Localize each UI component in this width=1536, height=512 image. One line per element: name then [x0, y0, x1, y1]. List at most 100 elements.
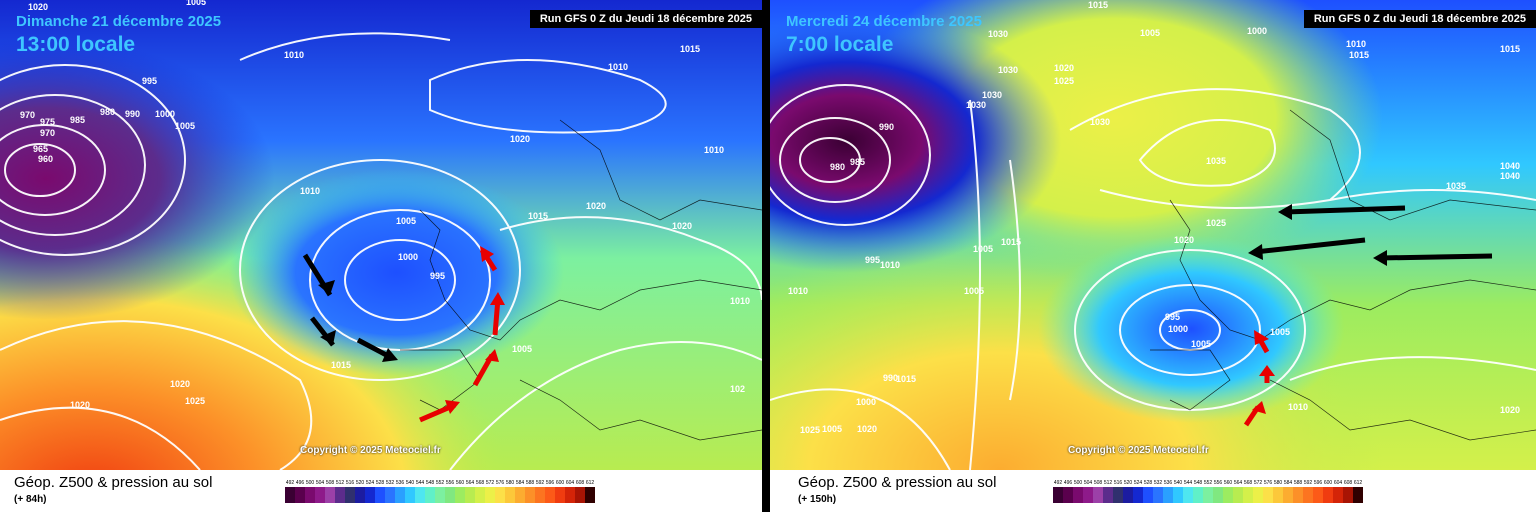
right-isobar-label: 1025: [1054, 76, 1074, 86]
right-scale-swatch: [1323, 487, 1333, 503]
right-isobar-label: 985: [850, 157, 865, 167]
right-legend-sub: (+ 150h): [798, 494, 837, 505]
right-isobar-label: 995: [1165, 312, 1180, 322]
left-scale-swatch: [505, 487, 515, 503]
left-scale-swatch: [585, 487, 595, 503]
left-scale-tick: 572: [485, 480, 495, 486]
right-scale-tick: 504: [1083, 480, 1093, 486]
right-legend-title: Géop. Z500 & pression au sol: [798, 474, 997, 491]
right-scale-tick: 580: [1273, 480, 1283, 486]
right-date: Mercredi 24 décembre 2025: [786, 13, 982, 30]
right-scale-tick: 544: [1183, 480, 1193, 486]
right-scale-swatch: [1183, 487, 1193, 503]
right-wind-arrows: [1243, 204, 1493, 427]
right-scale-tick: 548: [1193, 480, 1203, 486]
right-scale-swatch: [1173, 487, 1183, 503]
left-scale-tick: 588: [525, 480, 535, 486]
right-scale-tick: 560: [1223, 480, 1233, 486]
right-isobar-label: 1010: [1288, 402, 1308, 412]
right-scale-swatch: [1143, 487, 1153, 503]
right-map-panel: 1015 1030 1005 1000 1010 1015 1030 1030 1030 1020…: [770, 0, 1536, 512]
left-isobar-label: 1005: [512, 344, 532, 354]
left-scale-tick: 536: [395, 480, 405, 486]
right-isobar-label: 1010: [788, 286, 808, 296]
left-scale-tick: 504: [315, 480, 325, 486]
left-scale-tick: 540: [405, 480, 415, 486]
right-scale-tick: 520: [1123, 480, 1133, 486]
right-isobar-label: 1025: [800, 425, 820, 435]
left-scale-tick: 584: [515, 480, 525, 486]
right-isobar-label: 1020: [1174, 235, 1194, 245]
right-isobar-label: 1015: [1349, 50, 1369, 60]
right-isobar-label: 1030: [982, 90, 1002, 100]
left-scale-tick: 592: [535, 480, 545, 486]
right-scale-swatch: [1273, 487, 1283, 503]
left-isobar-label: 970: [20, 110, 35, 120]
left-scale-ticks: 492 496 500 504 508 512 516 520 524 528 532 536 540 5…: [285, 480, 595, 486]
right-scale-swatch: [1353, 487, 1363, 503]
left-isobar-label: 980: [100, 107, 115, 117]
left-scale-tick: 492: [285, 480, 295, 486]
left-scale-tick: 496: [295, 480, 305, 486]
left-scale-tick: 524: [365, 480, 375, 486]
right-scale-swatch: [1193, 487, 1203, 503]
right-isobar-label: 1035: [1206, 156, 1226, 166]
right-scale-swatch: [1073, 487, 1083, 503]
right-scale-tick: 500: [1073, 480, 1083, 486]
right-scale-swatch: [1333, 487, 1343, 503]
right-isobar-label: 1010: [1346, 39, 1366, 49]
left-isobar-label: 102: [730, 384, 745, 394]
right-scale-swatch: [1113, 487, 1123, 503]
left-scale-tick: 556: [445, 480, 455, 486]
left-scale-swatch: [435, 487, 445, 503]
left-scale-swatch: [565, 487, 575, 503]
left-isobar-label: 990: [125, 109, 140, 119]
right-scale-swatch: [1063, 487, 1073, 503]
left-isobar-label: 1015: [680, 44, 700, 54]
left-scale-swatch: [525, 487, 535, 503]
right-isobar-label: 1005: [1270, 327, 1290, 337]
right-scale-tick: 496: [1063, 480, 1073, 486]
right-isobar-label: 1010: [880, 260, 900, 270]
right-scale-tick: 592: [1303, 480, 1313, 486]
left-scale-tick: 612: [585, 480, 595, 486]
left-isobar-label: 1000: [398, 252, 418, 262]
right-isobar-label: 1005: [1140, 28, 1160, 38]
left-scale-tick: 516: [345, 480, 355, 486]
left-scale-tick: 544: [415, 480, 425, 486]
left-scale-swatch: [355, 487, 365, 503]
right-isobar-label: 1015: [1001, 237, 1021, 247]
left-isobar-label: 985: [70, 115, 85, 125]
left-scale-tick: 604: [565, 480, 575, 486]
left-legend-sub: (+ 84h): [14, 494, 47, 505]
left-isobar-label: 995: [142, 76, 157, 86]
left-scale-swatch: [415, 487, 425, 503]
left-wind-arrows: [302, 246, 505, 423]
right-scale-tick: 516: [1113, 480, 1123, 486]
right-scale-tick: 536: [1163, 480, 1173, 486]
left-isobar-label: 975: [40, 117, 55, 127]
right-scale-tick: 524: [1133, 480, 1143, 486]
left-run-label: Run GFS 0 Z du Jeudi 18 décembre 2025: [529, 10, 762, 28]
left-isobar-label: 1005: [396, 216, 416, 226]
right-color-scale: 492 496 500 504 508 512 516 520 524 528 532 536 540 5…: [1053, 480, 1363, 503]
right-scale-tick: 532: [1153, 480, 1163, 486]
right-scale-tick: 508: [1093, 480, 1103, 486]
right-scale-swatch: [1223, 487, 1233, 503]
right-run-label: Run GFS 0 Z du Jeudi 18 décembre 2025: [1303, 10, 1536, 28]
left-isobar-label: 1005: [186, 0, 206, 7]
right-scale-tick: 568: [1243, 480, 1253, 486]
left-scale-tick: 512: [335, 480, 345, 486]
right-isobar-label: 1020: [1054, 63, 1074, 73]
right-isobar-label: 995: [865, 255, 880, 265]
left-scale-tick: 568: [475, 480, 485, 486]
right-isobar-label: 1030: [966, 100, 986, 110]
right-isobar-label: 1030: [1090, 117, 1110, 127]
right-scale-swatch: [1123, 487, 1133, 503]
left-scale-tick: 560: [455, 480, 465, 486]
left-time: 13:00 locale: [16, 33, 136, 56]
right-scale-tick: 540: [1173, 480, 1183, 486]
left-isobar-label: 1010: [300, 186, 320, 196]
left-scale-tick: 532: [385, 480, 395, 486]
